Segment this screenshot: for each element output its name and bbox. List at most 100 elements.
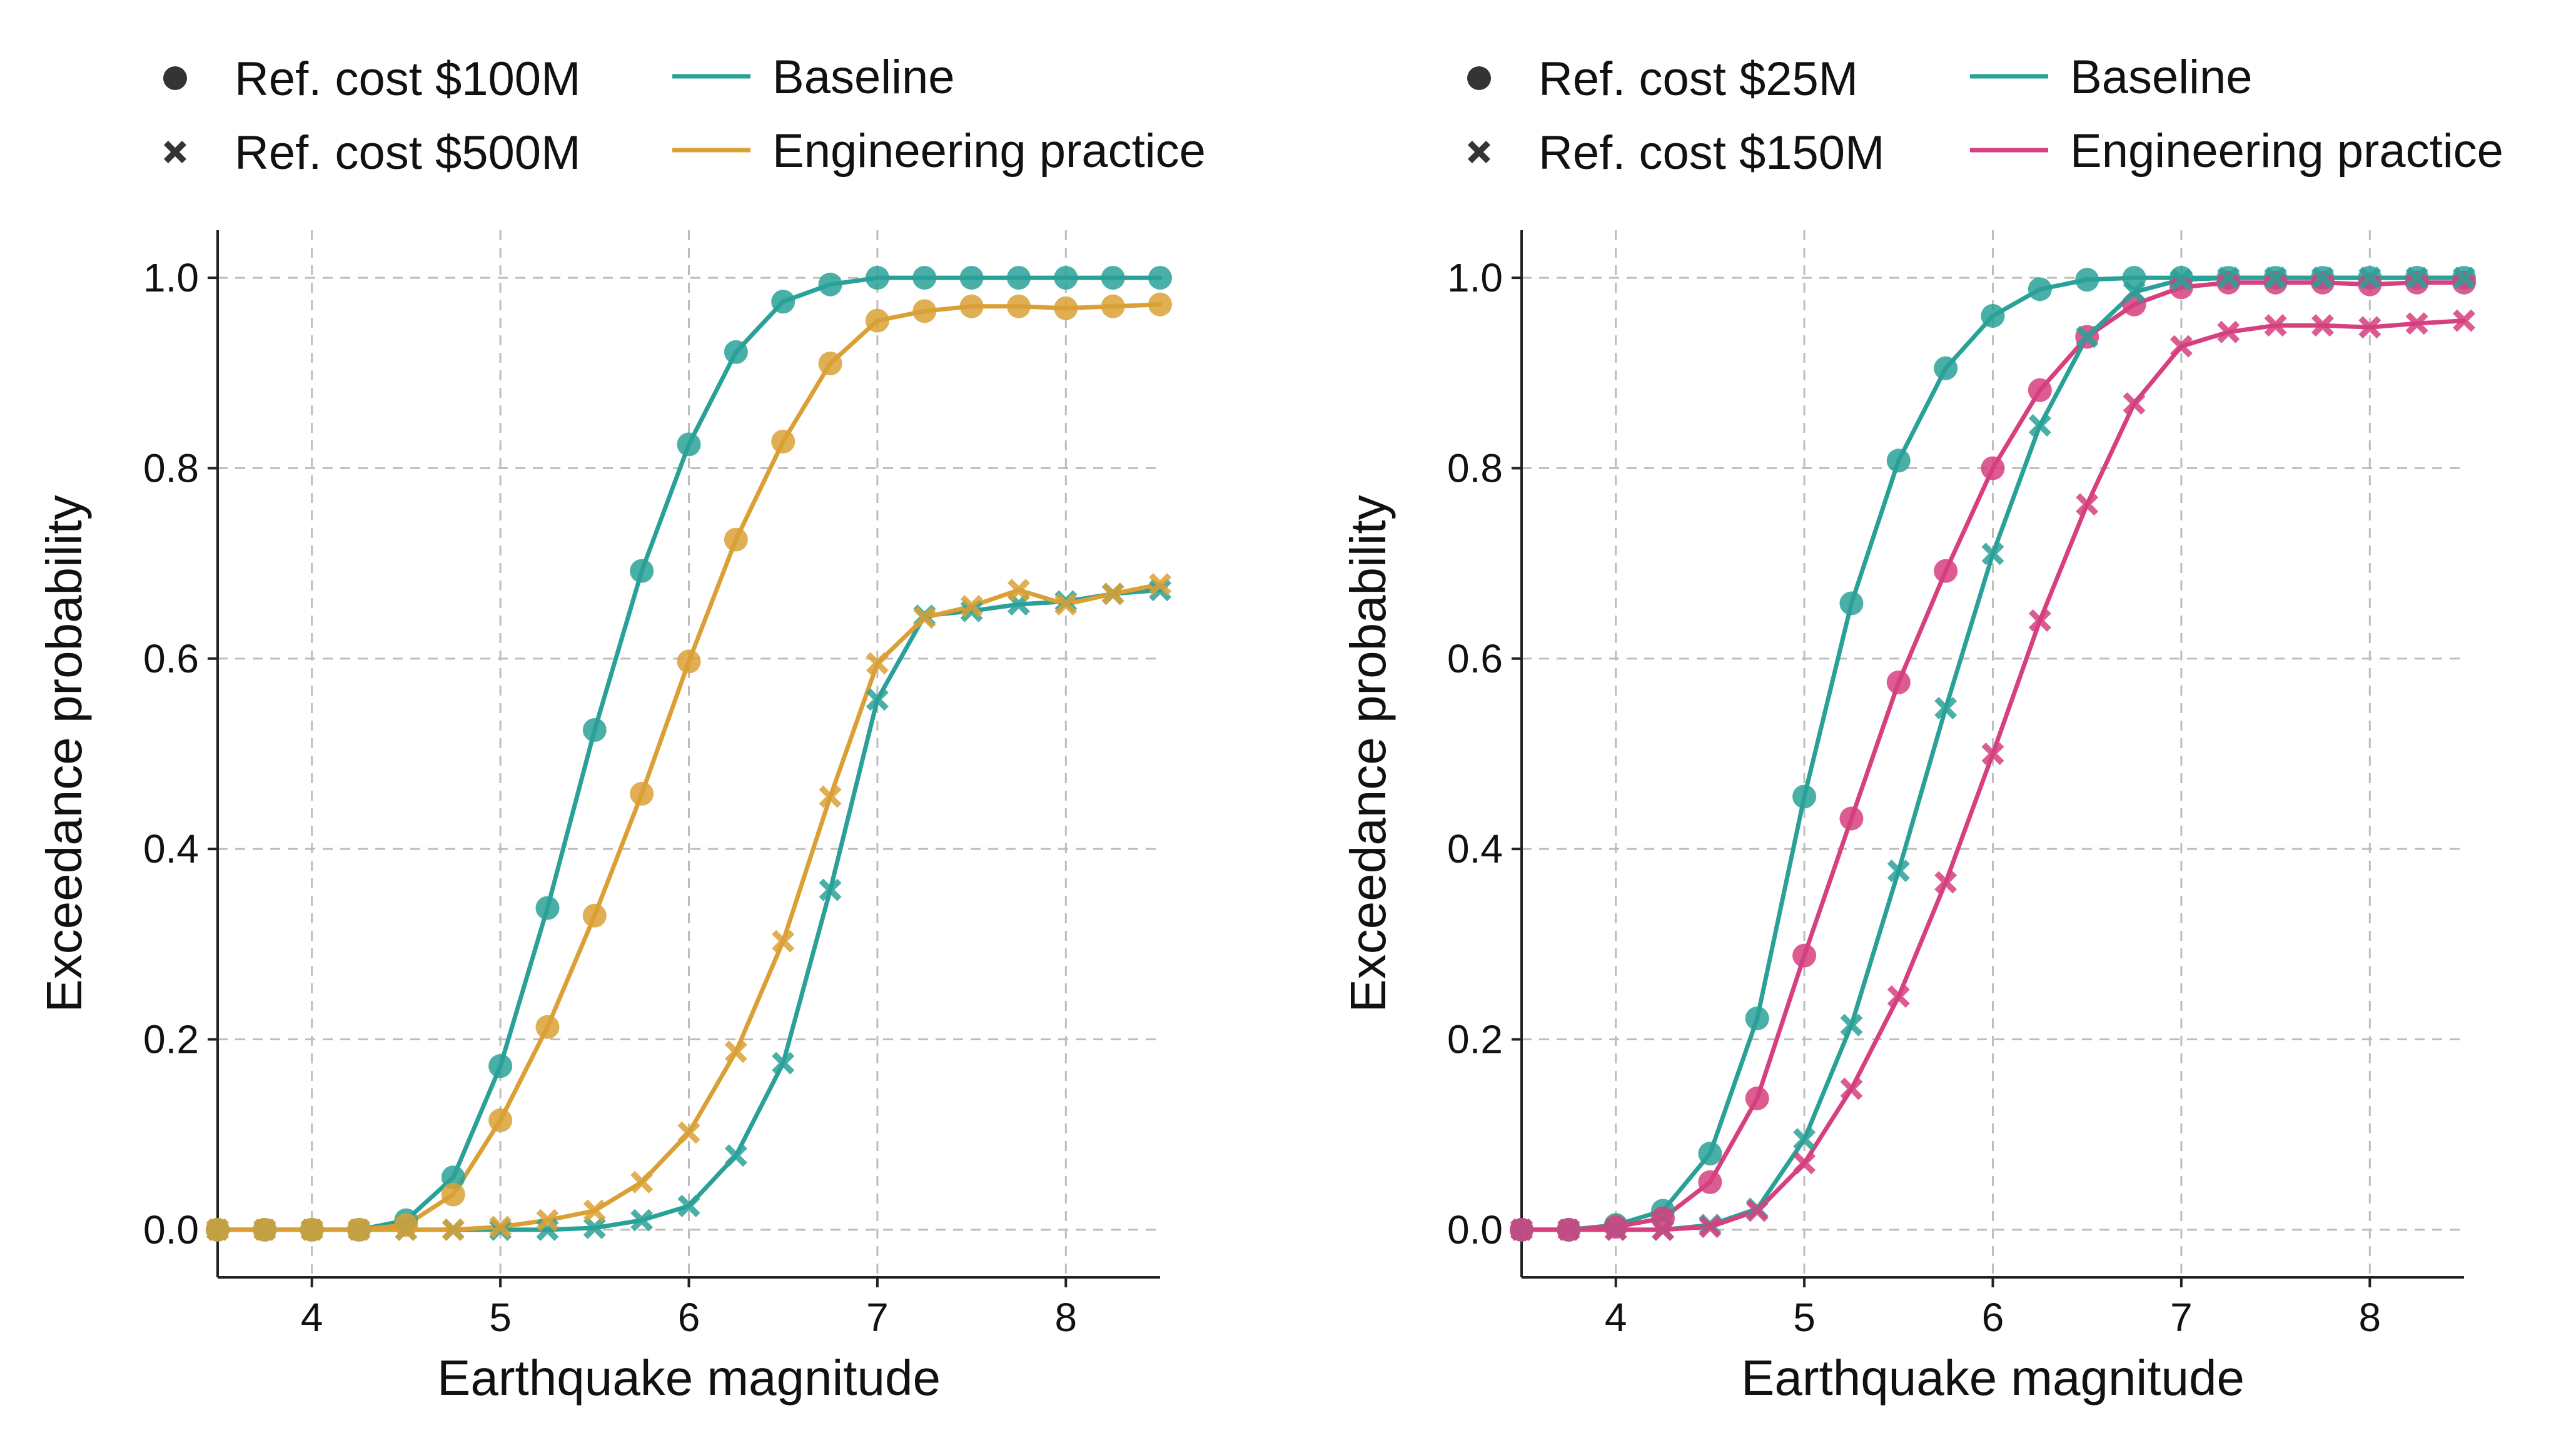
data-point-circle: [818, 352, 842, 376]
data-point-circle: [959, 266, 984, 290]
data-point-x: [2076, 325, 2099, 348]
data-point-x: [300, 1218, 323, 1241]
data-point-x: [1054, 593, 1078, 616]
data-point-x: [1934, 871, 1957, 894]
data-point-x: [2311, 266, 2334, 290]
data-point-x: [1934, 696, 1957, 719]
x-tick-label: 5: [1793, 1295, 1816, 1340]
data-point-x: [489, 1215, 512, 1239]
data-point-circle: [1792, 943, 1817, 968]
data-point-x: [960, 599, 983, 622]
data-point-x: [866, 652, 889, 675]
data-point-x: [724, 1144, 747, 1167]
data-point-x: [960, 595, 983, 618]
data-point-circle: [1981, 456, 2005, 480]
data-point-circle: [1698, 1142, 1722, 1166]
data-point-x: [630, 1170, 654, 1194]
x-tick-label: 6: [1982, 1295, 2004, 1340]
data-point-x: [2311, 314, 2334, 337]
data-point-x: [583, 1199, 606, 1222]
data-point-circle: [1839, 591, 1864, 616]
data-point-x: [2123, 280, 2146, 303]
data-point-x: [677, 1121, 700, 1144]
data-point-x: [1840, 1013, 1863, 1037]
x-tick-label: 5: [489, 1295, 512, 1340]
data-point-x: [913, 606, 936, 629]
data-point-x: [2358, 316, 2382, 339]
legend-label: Baseline: [2070, 51, 2253, 104]
data-point-x: [1793, 1152, 1816, 1175]
data-point-x: [1981, 542, 2004, 565]
x-tick-label: 8: [2359, 1295, 2382, 1340]
legend-label: Ref. cost $500M: [235, 126, 580, 180]
data-point-x: [206, 1218, 229, 1241]
data-point-circle: [582, 903, 607, 928]
data-point-circle: [2405, 270, 2429, 295]
data-point-x: [2358, 266, 2382, 290]
legend-marker-x: [1468, 141, 1490, 163]
data-point-x: [2028, 413, 2051, 437]
data-point-circle: [1006, 294, 1031, 318]
data-point-x: [819, 878, 842, 901]
data-point-circle: [1101, 266, 1125, 290]
data-point-x: [1887, 859, 1910, 883]
data-point-x: [395, 1218, 418, 1241]
data-point-circle: [912, 266, 937, 290]
data-point-x: [1149, 579, 1171, 602]
legend-label: Ref. cost $100M: [235, 53, 580, 106]
data-point-x: [1510, 1218, 1533, 1241]
data-point-x: [1149, 573, 1171, 596]
x-tick-label: 7: [2170, 1295, 2193, 1340]
y-tick-label: 0.8: [1447, 445, 1503, 490]
data-point-circle: [1934, 356, 1958, 380]
y-axis-title: Exceedance probability: [36, 495, 92, 1012]
data-point-x: [2405, 266, 2428, 290]
data-point-x: [253, 1218, 276, 1241]
y-tick-label: 0.2: [143, 1017, 199, 1062]
data-point-circle: [724, 340, 748, 364]
data-point-x: [1840, 1077, 1863, 1100]
legend: Ref. cost $25M Ref. cost $150M Baseline Eng…: [1467, 51, 2503, 180]
data-point-circle: [677, 432, 701, 457]
data-point-x: [1793, 1128, 1816, 1151]
y-tick-label: 0.4: [143, 826, 199, 871]
data-point-circle: [2028, 277, 2052, 302]
data-point-x: [2264, 314, 2287, 337]
data-point-circle: [1745, 1086, 1769, 1110]
data-point-circle: [1981, 303, 2005, 328]
data-point-circle: [1698, 1170, 1722, 1194]
data-point-x: [2076, 493, 2099, 516]
legend-label: Engineering practice: [772, 124, 1206, 178]
y-axis-title: Exceedance probability: [1340, 495, 1396, 1012]
x-tick-label: 4: [1605, 1295, 1627, 1340]
x-axis-title: Earthquake magnitude: [437, 1350, 941, 1406]
data-point-circle: [865, 266, 889, 290]
y-tick-label: 0.0: [1447, 1207, 1503, 1252]
data-point-circle: [677, 649, 701, 674]
data-point-x: [819, 785, 842, 808]
data-point-circle: [2028, 378, 2052, 402]
data-point-circle: [818, 272, 842, 297]
data-point-circle: [441, 1182, 465, 1207]
data-point-x: [2217, 266, 2240, 290]
legend-marker-x: [164, 141, 186, 163]
data-point-circle: [771, 429, 796, 454]
x-tick-label: 6: [678, 1295, 700, 1340]
y-tick-label: 0.6: [143, 636, 199, 681]
data-point-circle: [2263, 270, 2288, 295]
data-point-circle: [394, 1213, 418, 1237]
data-point-circle: [1101, 294, 1125, 318]
data-point-circle: [2452, 270, 2476, 295]
series-layer: [1510, 266, 2476, 1242]
data-point-circle: [535, 1015, 560, 1039]
y-tick-label: 0.0: [143, 1207, 199, 1252]
x-axis-title: Earthquake magnitude: [1741, 1350, 2245, 1406]
data-point-x: [724, 1040, 747, 1063]
data-point-x: [2169, 335, 2193, 358]
legend-marker-circle: [163, 66, 187, 90]
data-point-x: [1557, 1218, 1580, 1241]
y-tick-label: 0.8: [143, 445, 199, 490]
chart-panel-1: 4 5 6 7 8 0.0 0.2 0.4 0.6 0.8 1.0 Earthquake magnit…: [36, 51, 1206, 1406]
data-point-circle: [771, 290, 796, 314]
